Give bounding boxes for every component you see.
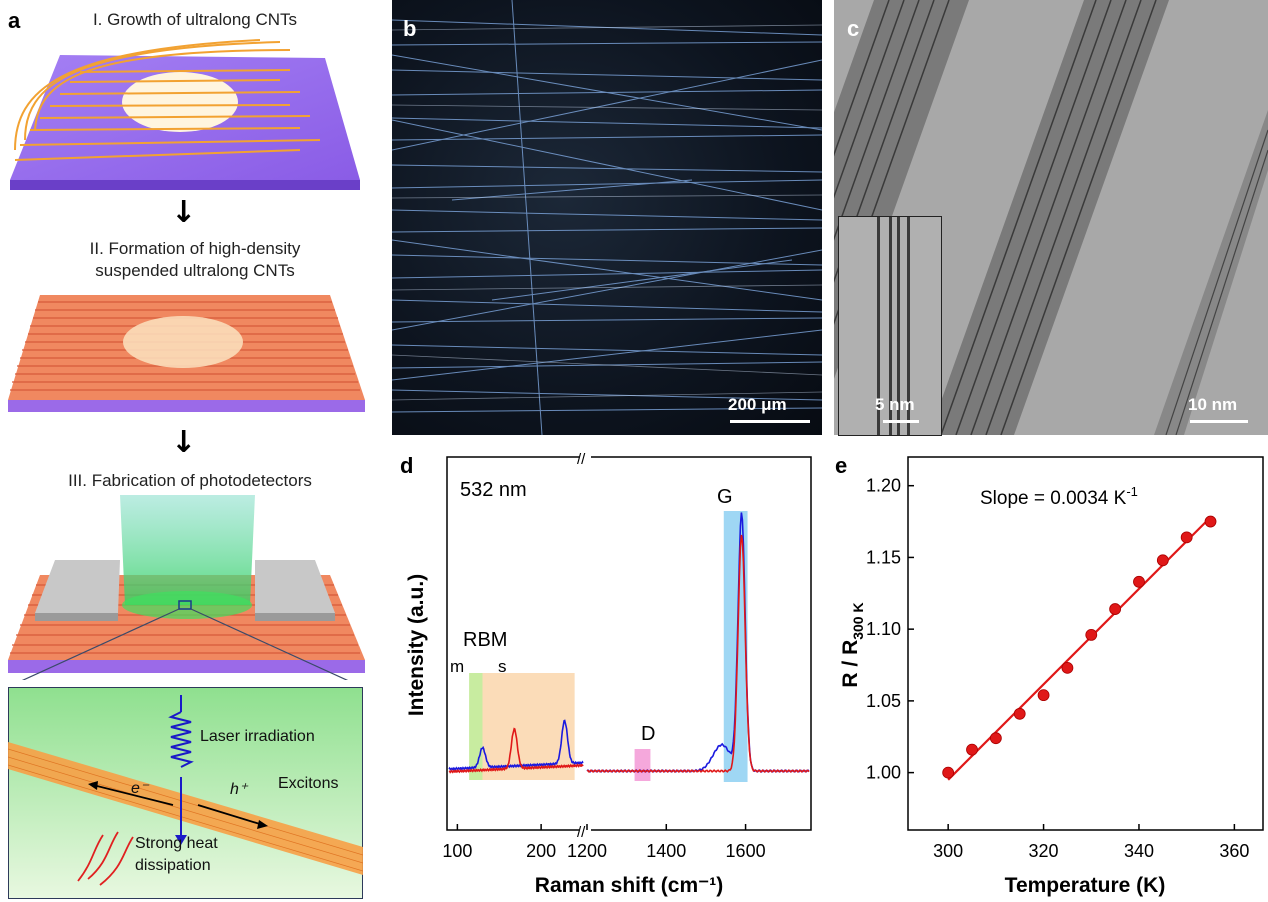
data-point xyxy=(1156,554,1169,567)
photodetector-illustration xyxy=(8,495,365,680)
spectrum-series-2 xyxy=(448,727,584,774)
x-tick-label: 300 xyxy=(933,841,963,861)
slope-sup: -1 xyxy=(1126,484,1138,499)
laser-label: Laser irradiation xyxy=(200,728,315,745)
data-point xyxy=(966,743,978,756)
step2-caption-line1: II. Formation of high-density xyxy=(89,239,301,258)
data-point xyxy=(1013,707,1026,720)
down-arrow-icon: ↓ xyxy=(171,195,197,230)
data-point xyxy=(1180,531,1193,544)
data-point xyxy=(942,766,955,779)
e-ylabel-sub: 300 K xyxy=(850,602,866,639)
optical-micrograph xyxy=(392,0,822,435)
slope-text: Slope = 0.0034 K xyxy=(980,488,1127,509)
data-point xyxy=(1204,515,1217,528)
raman-xlabel: Raman shift (cm⁻¹) xyxy=(535,874,723,897)
x-tick-label: 1400 xyxy=(646,841,686,861)
break-mark-top: // xyxy=(577,451,586,468)
data-point xyxy=(1109,603,1122,615)
down-arrow-icon: ↓ xyxy=(171,425,197,460)
slope-annotation: Slope = 0.0034 K-1 xyxy=(980,484,1138,509)
panel-c-scalebar xyxy=(1190,420,1248,423)
exciton-inset xyxy=(8,687,363,899)
band-g xyxy=(723,511,748,782)
x-tick-label: 320 xyxy=(1029,841,1059,861)
e-ylabel-main: R / R xyxy=(839,640,862,688)
electron-label: e⁻ xyxy=(131,780,149,797)
x-tick-label: 360 xyxy=(1219,841,1249,861)
exciton-inset-drawing xyxy=(8,695,363,886)
panel-c-inset-scalebar-label: 5 nm xyxy=(875,395,915,414)
m-label: m xyxy=(450,657,464,676)
y-tick-label: 1.00 xyxy=(866,763,901,783)
step1-caption: I. Growth of ultralong CNTs xyxy=(92,10,298,29)
raman-chart: // // 100 200 1200 1400 1600 532 nm RBM m s … xyxy=(405,450,812,897)
band-rbm xyxy=(482,673,575,780)
cnt-network xyxy=(392,0,822,435)
y-tick-label: 1.05 xyxy=(866,691,901,711)
panel-e-label: e xyxy=(835,453,848,478)
data-point xyxy=(1061,661,1074,674)
excitons-label: Excitons xyxy=(278,775,339,792)
band-m xyxy=(469,673,483,780)
wavelength-label: 532 nm xyxy=(460,479,527,501)
x-tick-label: 1200 xyxy=(567,841,607,861)
x-tick-label: 1600 xyxy=(726,841,766,861)
fit-line xyxy=(947,516,1212,781)
resistance-chart: 300 320 340 360 1.00 1.05 1.10 1.15 1.20 Slope =… xyxy=(839,456,1264,897)
panel-d-label: d xyxy=(400,453,414,478)
y-tick-label: 1.15 xyxy=(866,547,901,567)
step3-caption: III. Fabrication of photodetectors xyxy=(68,471,312,490)
g-band-label: G xyxy=(717,486,733,508)
y-tick-label: 1.10 xyxy=(866,619,901,639)
step2-caption-line2: suspended ultralong CNTs xyxy=(95,261,295,280)
e-xlabel: Temperature (K) xyxy=(1005,874,1166,897)
growth-illustration xyxy=(10,39,360,190)
raman-ylabel: Intensity (a.u.) xyxy=(405,574,428,716)
y-tick-label: 1.20 xyxy=(866,476,901,496)
spectrum-series-1 xyxy=(586,512,810,773)
data-point xyxy=(1085,628,1098,641)
heat-label-line2: dissipation xyxy=(135,857,211,874)
data-point xyxy=(1133,575,1145,588)
panel-a-label: a xyxy=(8,8,21,33)
panel-b-scalebar-label: 200 μm xyxy=(728,395,787,414)
break-mark-bottom: // xyxy=(577,824,586,841)
data-point xyxy=(1037,689,1050,702)
panel-c-inset-scalebar xyxy=(883,420,919,423)
panel-b-label: b xyxy=(403,16,417,41)
s-label: s xyxy=(498,657,507,676)
panel-c-scalebar-label: 10 nm xyxy=(1188,395,1238,414)
x-tick-label: 200 xyxy=(526,841,556,861)
hole-label: h⁺ xyxy=(230,781,248,798)
rbm-label: RBM xyxy=(463,629,507,651)
panel-c-label: c xyxy=(847,16,860,41)
panel-b-scalebar xyxy=(730,420,810,423)
spectrum-series-1 xyxy=(448,719,584,772)
d-band-label: D xyxy=(641,723,655,745)
e-ylabel: R / R300 K xyxy=(839,602,866,687)
data-point xyxy=(989,732,1002,745)
x-tick-label: 340 xyxy=(1124,841,1154,861)
x-tick-label: 100 xyxy=(442,841,472,861)
spectrum-series-2 xyxy=(586,534,810,773)
suspended-cnt-illustration xyxy=(8,295,365,412)
heat-label-line1: Strong heat xyxy=(135,835,218,852)
band-d xyxy=(634,749,651,781)
tem-inset xyxy=(838,216,942,436)
